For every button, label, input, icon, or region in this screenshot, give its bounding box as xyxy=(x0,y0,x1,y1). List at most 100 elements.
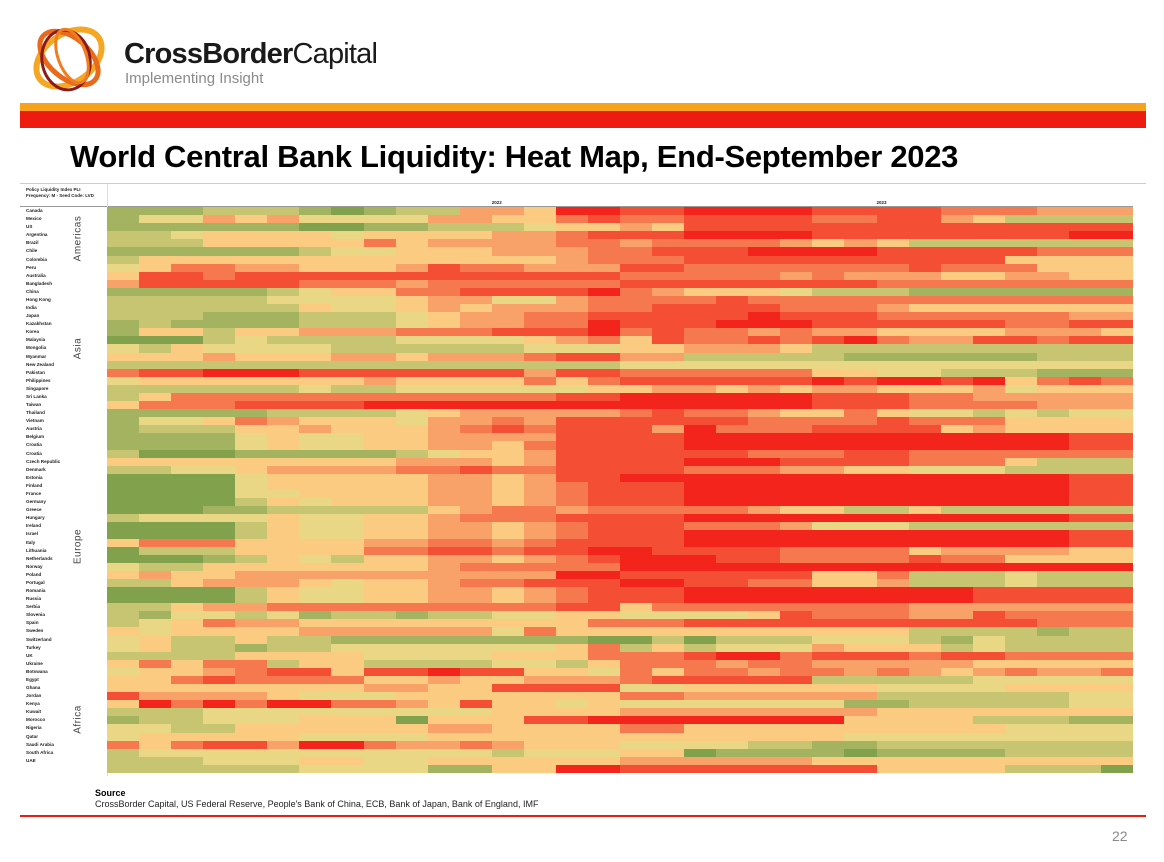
heatmap-cell xyxy=(331,255,364,264)
heatmap-cell xyxy=(1068,732,1101,741)
heatmap-cell xyxy=(203,667,236,676)
heatmap-cell xyxy=(684,392,717,402)
heatmap-cell xyxy=(908,530,941,539)
heatmap-cell xyxy=(780,433,813,442)
heatmap-cell xyxy=(1036,562,1069,571)
heatmap-cell xyxy=(299,611,332,620)
heatmap-cell xyxy=(267,538,300,547)
heatmap-cell xyxy=(171,473,204,482)
heatmap-cell xyxy=(716,498,749,507)
heatmap-cell xyxy=(235,611,268,620)
heatmap-cell xyxy=(940,595,973,604)
heatmap-cell xyxy=(780,651,813,660)
heatmap-cell xyxy=(107,490,140,499)
heatmap-cell xyxy=(107,578,140,588)
heatmap-cell xyxy=(427,392,460,402)
heatmap-cell xyxy=(491,700,524,709)
heatmap-cell xyxy=(940,659,973,668)
heatmap-cell xyxy=(555,578,588,588)
country-label: Chile xyxy=(26,248,38,254)
heatmap-cell xyxy=(1036,401,1069,410)
heatmap-cell xyxy=(748,255,781,264)
heatmap-cell xyxy=(363,473,396,482)
heatmap-cell xyxy=(331,207,364,216)
heatmap-cell xyxy=(812,231,845,240)
heatmap-cell xyxy=(267,465,300,474)
heatmap-cell xyxy=(555,756,588,765)
heatmap-cell xyxy=(652,490,685,499)
heatmap-cell xyxy=(267,562,300,571)
heatmap-cell xyxy=(555,595,588,604)
heatmap-cell xyxy=(235,675,268,685)
heatmap-cell xyxy=(780,441,813,450)
heatmap-cell xyxy=(876,538,909,547)
heatmap-cell xyxy=(780,449,813,458)
heatmap-cell xyxy=(940,401,973,410)
heatmap-cell xyxy=(972,392,1005,402)
heatmap-cell xyxy=(780,740,813,749)
heatmap-cell xyxy=(716,376,749,385)
heatmap-cell xyxy=(107,498,140,507)
country-label: Taiwan xyxy=(26,402,42,408)
heatmap-cell xyxy=(716,425,749,434)
heatmap-cell xyxy=(940,433,973,442)
heatmap-cell xyxy=(427,595,460,604)
heatmap-cell xyxy=(684,465,717,474)
heatmap-cell xyxy=(652,659,685,668)
heatmap-cell xyxy=(107,764,140,773)
heatmap-cell xyxy=(780,328,813,337)
heatmap-cell xyxy=(844,231,877,240)
heatmap-cell xyxy=(139,643,172,652)
heatmap-cell xyxy=(107,247,140,256)
heatmap-cell xyxy=(235,578,268,588)
heatmap-cell xyxy=(844,481,877,490)
heatmap-cell xyxy=(203,441,236,450)
country-label: Bangladesh xyxy=(26,280,53,286)
heatmap-cell xyxy=(203,473,236,482)
heatmap-cell xyxy=(620,239,653,248)
heatmap-cell xyxy=(587,700,620,709)
heatmap-cell xyxy=(267,207,300,216)
heatmap-cell xyxy=(1068,287,1101,296)
heatmap-cell xyxy=(972,425,1005,434)
heatmap-cell xyxy=(844,207,877,216)
heatmap-cell xyxy=(299,392,332,402)
heatmap-cell xyxy=(1036,295,1069,305)
heatmap-cell xyxy=(1004,263,1037,272)
heatmap-cell xyxy=(491,708,524,717)
heatmap-cell xyxy=(1036,473,1069,482)
heatmap-cell xyxy=(395,627,428,636)
heatmap-cell xyxy=(235,409,268,418)
heatmap-cell xyxy=(523,595,556,604)
heatmap-cell xyxy=(395,578,428,588)
heatmap-cell xyxy=(299,295,332,305)
heatmap-cell xyxy=(812,368,845,377)
heatmap-cell xyxy=(395,700,428,709)
heatmap-cell xyxy=(620,263,653,272)
heatmap-cell xyxy=(427,312,460,321)
heatmap-cell xyxy=(235,417,268,426)
heatmap-cell xyxy=(780,231,813,240)
heatmap-cell xyxy=(139,595,172,604)
heatmap-cell xyxy=(587,595,620,604)
heatmap-cell xyxy=(395,247,428,256)
heatmap-cell xyxy=(299,651,332,660)
heatmap-cell xyxy=(684,271,717,280)
heatmap-cell xyxy=(139,692,172,701)
heatmap-cell xyxy=(235,239,268,248)
heatmap-cell xyxy=(1004,344,1037,353)
country-label: Nigeria xyxy=(26,725,42,731)
heatmap-cell xyxy=(812,481,845,490)
heatmap-cell xyxy=(395,481,428,490)
heatmap-cell xyxy=(395,223,428,232)
heatmap-cell xyxy=(459,756,492,765)
heatmap-cell xyxy=(267,740,300,749)
heatmap-cell xyxy=(748,619,781,628)
heatmap-cell xyxy=(171,336,204,345)
heatmap-cell xyxy=(908,328,941,337)
heatmap-cell xyxy=(395,603,428,612)
country-label: Myanmar xyxy=(26,353,47,359)
country-label: Russia xyxy=(26,596,42,602)
heatmap-cell xyxy=(844,659,877,668)
heatmap-cell xyxy=(748,247,781,256)
